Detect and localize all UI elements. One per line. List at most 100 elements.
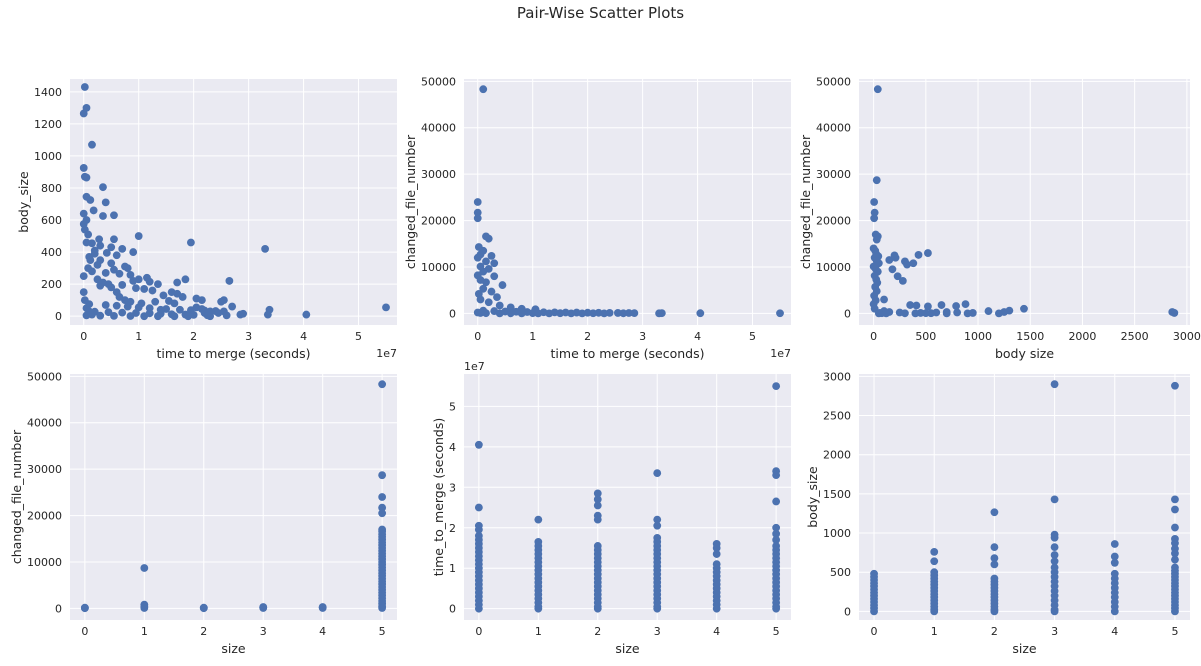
scatter-point [110, 211, 118, 220]
scatter-point [126, 312, 135, 320]
scatter-point [102, 248, 111, 257]
x-tick-label: 1 [135, 330, 142, 343]
y-tick-label: 0 [55, 310, 62, 323]
x-tick-label: 5 [1171, 625, 1178, 638]
scatter-point [199, 603, 208, 612]
y-tick-label: 1200 [34, 118, 62, 131]
scatter-point [101, 301, 110, 309]
scatter-point [930, 557, 939, 566]
scatter-point [476, 295, 485, 304]
scatter-point [225, 277, 234, 285]
scatter-point [506, 303, 515, 312]
scatter-point [870, 607, 878, 616]
scatter-point [89, 206, 98, 215]
x-tick-label: 1 [529, 330, 536, 343]
scatter-point [178, 293, 187, 301]
scatter-point [776, 309, 784, 318]
x-tick-label: 4 [694, 330, 701, 343]
scatter-point [79, 272, 88, 281]
scatter-point [173, 278, 182, 287]
scatter-point [1110, 552, 1119, 561]
scatter-point [885, 256, 894, 264]
scatter-point [1171, 495, 1179, 504]
scatter-point [593, 489, 602, 498]
scatter-point [593, 515, 602, 524]
scatter-point [206, 307, 215, 316]
scatter-point [222, 311, 231, 320]
y-tick-label: 40000 [816, 122, 851, 135]
scatter-point [378, 493, 387, 501]
y-tick-label: 2 [449, 522, 456, 535]
x-tick-label: 0 [80, 330, 87, 343]
scatter-point [901, 309, 909, 318]
scatter-point [772, 471, 781, 480]
scatter-point [378, 471, 387, 480]
scatter-point [129, 277, 138, 285]
scatter-point [378, 509, 387, 518]
scatter-point [378, 503, 387, 512]
scatter-point [79, 209, 88, 218]
scatter-point [110, 265, 118, 274]
x-tick-label: 2 [584, 330, 591, 343]
scatter-point [82, 173, 91, 182]
x-tick-label: 2500 [1121, 330, 1149, 343]
scatter-point [118, 308, 127, 317]
scatter-point [219, 296, 228, 305]
scatter-point [498, 281, 507, 289]
scatter-point [1170, 309, 1179, 317]
subplot-3: 0 500 1000 1500 2000 2500 30000100002000030000… [798, 75, 1201, 361]
scatter-point [151, 297, 160, 306]
x-tick-label: 3000 [1173, 330, 1201, 343]
scatter-point [473, 208, 482, 217]
y-tick-label: 40000 [421, 122, 456, 135]
scatter-point [137, 299, 146, 308]
y-axis-label: body_size [16, 171, 31, 233]
y-tick-label: 5 [449, 400, 456, 413]
x-tick-label: 0 [870, 330, 877, 343]
scatter-point [140, 564, 149, 572]
scatter-point [110, 235, 118, 244]
x-tick-label: 1500 [1016, 330, 1044, 343]
scatter-point [891, 253, 900, 262]
y-axis-label: changed_file_number [798, 134, 813, 269]
y-tick-label: 50000 [816, 75, 851, 88]
y-tick-label: 0 [55, 602, 62, 615]
scatter-point [495, 309, 504, 318]
y-tick-label: 50000 [421, 75, 456, 88]
scatter-point [228, 302, 237, 311]
scatter-point [88, 140, 96, 149]
x-tick-label: 5 [379, 625, 386, 638]
scatter-point [506, 309, 515, 318]
y-tick-label: 20000 [421, 215, 456, 228]
y-tick-label: 1500 [823, 488, 851, 501]
scatter-point [1171, 549, 1179, 558]
scatter-point [140, 604, 149, 612]
scatter-point [961, 300, 970, 309]
y-tick-label: 1000 [823, 527, 851, 540]
scatter-point [474, 503, 483, 512]
scatter-point [898, 277, 907, 285]
scatter-point [528, 309, 537, 318]
scatter-point [110, 311, 118, 320]
scatter-point [990, 508, 999, 517]
scatter-point [184, 312, 193, 321]
scatter-point [872, 176, 881, 185]
x-tick-label: 4 [1111, 625, 1118, 638]
subplot-2: 0 1 2 3 4 5 0 10000 20000 30000 40000 50000 time to … [403, 75, 791, 361]
subplot-1: 0 1 2 3 4 5 0 200 400 600 800 1000 1200 1400 time to m… [16, 79, 397, 361]
scatter-point [302, 310, 311, 319]
x-axis-label: size [1012, 641, 1037, 656]
scatter-point [963, 309, 972, 318]
scatter-point [772, 523, 781, 532]
x-tick-label: 0 [81, 625, 88, 638]
scatter-point [567, 309, 576, 318]
figure-title: Pair-Wise Scatter Plots [516, 4, 685, 22]
x-tick-label: 1 [931, 625, 938, 638]
scatter-point [930, 607, 939, 616]
y-tick-label: 0 [844, 307, 851, 320]
plot-background [464, 79, 791, 325]
y-tick-label: 2500 [823, 410, 851, 423]
x-axis-label: size [615, 641, 640, 656]
scatter-point [927, 309, 935, 318]
